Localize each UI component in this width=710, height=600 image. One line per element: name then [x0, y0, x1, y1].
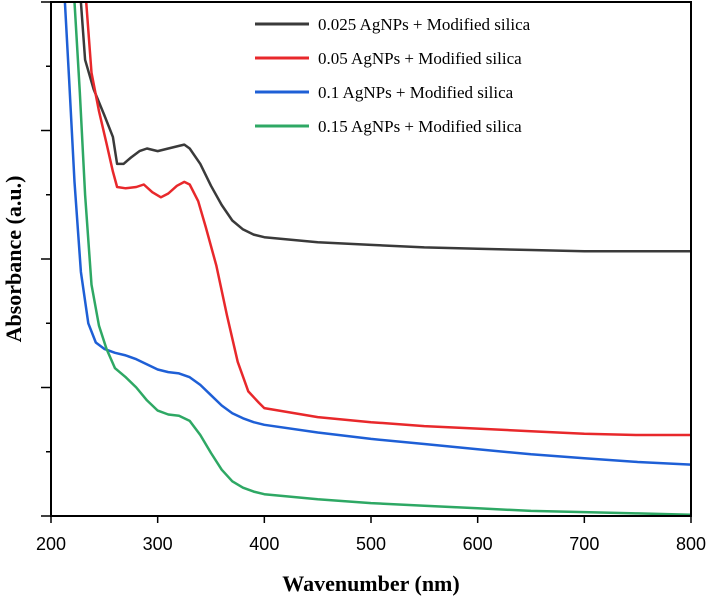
x-tick-label: 600	[463, 534, 493, 554]
series-line-3	[63, 2, 691, 466]
x-tick-label: 400	[249, 534, 279, 554]
series-line-4	[73, 2, 691, 516]
legend-label-3: 0.1 AgNPs + Modified silica	[318, 83, 514, 102]
legend-label-1: 0.025 AgNPs + Modified silica	[318, 15, 531, 34]
legend-label-2: 0.05 AgNPs + Modified silica	[318, 49, 522, 68]
x-tick-label: 800	[676, 534, 706, 554]
legend-label-4: 0.15 AgNPs + Modified silica	[318, 117, 522, 136]
y-axis-ticks	[41, 1, 51, 517]
x-axis-title: Wavenumber (nm)	[282, 571, 459, 596]
x-tick-label: 200	[36, 534, 66, 554]
x-tick-label: 700	[569, 534, 599, 554]
series-line-2	[84, 2, 691, 437]
x-tick-label: 500	[356, 534, 386, 554]
x-tick-label: 300	[143, 534, 173, 554]
series-layer	[63, 2, 691, 516]
legend: 0.025 AgNPs + Modified silica 0.05 AgNPs …	[255, 15, 531, 136]
series-line-1	[79, 2, 691, 253]
x-axis-ticks: 200 300 400 500 600 700 800	[36, 516, 706, 554]
y-axis-title: Absorbance (a.u.)	[1, 176, 26, 343]
